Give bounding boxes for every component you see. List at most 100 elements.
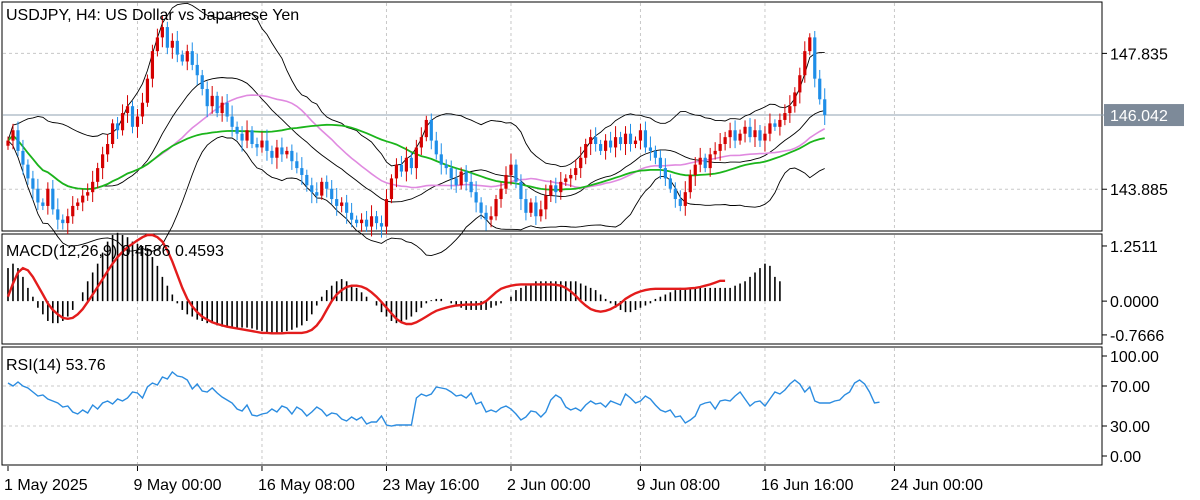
candle-body — [369, 216, 374, 227]
candle-body — [305, 174, 309, 186]
candle-body — [613, 137, 618, 148]
candle-body — [409, 157, 413, 169]
x-tick-label: 16 Jun 16:00 — [761, 477, 854, 494]
candle-body — [424, 119, 428, 138]
candle-body — [320, 181, 324, 196]
price-panel-title: USDJPY, H4: US Dollar vs Japanese Yen — [6, 7, 299, 24]
x-tick-label: 9 Jun 08:00 — [636, 477, 720, 494]
candle-body — [579, 157, 583, 169]
candle-body — [673, 188, 677, 200]
candle-body — [220, 102, 224, 114]
candle-body — [594, 137, 598, 145]
candle-body — [96, 168, 100, 182]
candle-body — [773, 123, 777, 127]
candle-body — [549, 185, 553, 196]
price-indicator-overlays — [7, 2, 826, 257]
price-panel-frame — [1, 1, 1103, 232]
x-tick-label: 16 May 08:00 — [258, 477, 355, 494]
axis-labels: 1 May 2025 9 May 00:00 16 May 08:00 23 May … — [4, 46, 1168, 494]
candle-body — [61, 219, 65, 224]
x-tick-label: 2 Jun 00:00 — [507, 477, 591, 494]
price-y-tick-label: 147.835 — [1110, 46, 1168, 63]
candle-body — [599, 144, 603, 151]
candle-body — [91, 181, 95, 193]
candle-body — [489, 216, 493, 220]
candle-body — [783, 113, 787, 120]
candle-body — [215, 95, 219, 114]
candle-body — [330, 188, 334, 200]
candle-body — [115, 123, 120, 131]
candle-body — [46, 188, 50, 206]
candle-body — [803, 51, 807, 76]
candle-body — [668, 178, 672, 189]
macd-panel-frame — [1, 233, 1103, 345]
candle-body — [310, 185, 314, 193]
candle-body — [748, 126, 752, 138]
rsi-series — [7, 370, 880, 427]
candle-body — [703, 157, 707, 169]
candle-body — [110, 123, 115, 145]
candle-body — [713, 150, 717, 155]
candle-body — [628, 133, 633, 145]
candle-body — [350, 212, 354, 220]
candle-body — [708, 154, 712, 169]
candle-body — [604, 140, 608, 151]
rsi-y-tick-label: 70.00 — [1110, 379, 1150, 396]
candle-body — [559, 181, 563, 193]
candle-body — [574, 168, 578, 175]
candle-body — [101, 154, 105, 169]
bollinger-lower — [7, 135, 825, 257]
candle-body — [394, 164, 399, 179]
rsi-y-tick-label: 30.00 — [1110, 419, 1150, 436]
macd-y-tick-label: 0.0000 — [1110, 294, 1159, 311]
candle-body — [718, 144, 722, 151]
rsi-y-tick-label: 0.00 — [1110, 449, 1141, 466]
candle-body — [190, 51, 194, 65]
candle-body — [315, 192, 319, 196]
candle-body — [389, 178, 394, 200]
candle-body — [399, 164, 404, 172]
candle-body — [106, 144, 110, 155]
candle-body — [738, 133, 742, 141]
candle-body — [753, 130, 757, 138]
candle-body — [26, 164, 30, 179]
candle-body — [648, 147, 653, 151]
x-tick-label: 23 May 16:00 — [382, 477, 479, 494]
candle-body — [170, 40, 174, 48]
candle-body — [514, 164, 518, 182]
candle-body — [265, 140, 269, 151]
candle-body — [678, 199, 682, 206]
candle-body — [200, 75, 204, 89]
candle-body — [240, 133, 244, 141]
candle-body — [723, 137, 727, 145]
candle-body — [275, 147, 279, 158]
rsi-y-tick-label: 100.00 — [1110, 349, 1159, 366]
candle-body — [414, 147, 418, 169]
candle-body — [384, 199, 389, 227]
candle-body — [140, 102, 145, 117]
candle-body — [768, 123, 772, 134]
candle-body — [41, 202, 45, 206]
macd-signal-line — [6, 233, 726, 335]
candle-body — [683, 192, 687, 206]
candle-body — [230, 116, 234, 127]
candle-body — [335, 199, 339, 206]
macd-series — [6, 232, 781, 335]
candle-body — [66, 216, 70, 224]
candle-body — [763, 133, 767, 141]
candle-body — [454, 178, 458, 186]
bollinger-middle — [7, 77, 825, 203]
candle-body — [419, 137, 423, 148]
candle-body — [663, 168, 667, 179]
candle-body — [494, 199, 498, 217]
candlestick-series — [6, 16, 827, 238]
candle-body — [81, 195, 85, 203]
candle-body — [509, 164, 513, 175]
candle-body — [235, 126, 239, 134]
candle-body — [469, 181, 473, 193]
candle-body — [798, 75, 802, 93]
candle-body — [618, 137, 623, 145]
candle-body — [499, 188, 503, 200]
candle-body — [529, 202, 533, 213]
candle-body — [36, 188, 40, 203]
